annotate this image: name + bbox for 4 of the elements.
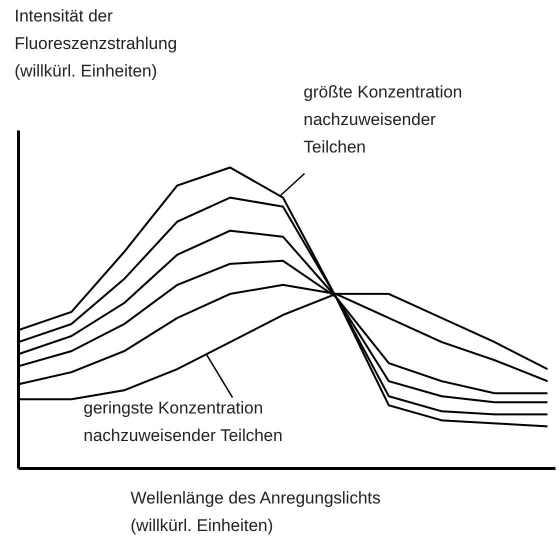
text: größte Konzentration nachzuweisender Teilchen (304, 82, 462, 157)
text: Intensität der Fluoreszenzstrahlung (willkürl. Einheiten) (14, 6, 178, 81)
annotation: geringste Konzentration nachzuweisender Teilchen (84, 398, 283, 446)
x-axis-title: Wellenlänge des Anregungslichts (willkürl. Einheiten) (130, 488, 381, 536)
